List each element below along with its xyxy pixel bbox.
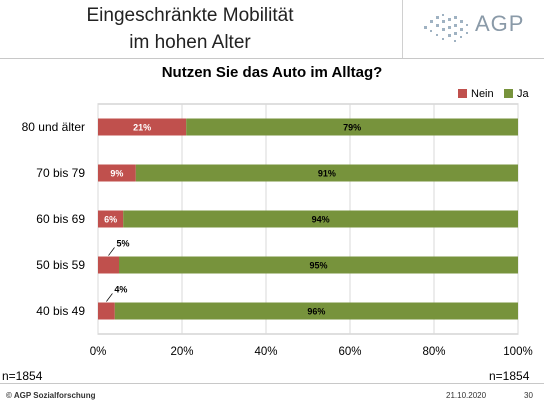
category-label: 70 bis 79 [36,166,85,180]
data-label: 5% [117,239,130,249]
footer-source: © AGP Sozialforschung [6,391,96,400]
agp-logo-text: AGP [475,11,525,36]
slide-title-line2: im hohen Alter [129,32,251,53]
data-label-leader [106,293,113,302]
category-label: 60 bis 69 [36,212,85,226]
data-label: 6% [104,215,117,225]
data-label: 9% [110,169,123,179]
footer-page-number: 30 [524,391,533,400]
category-label: 50 bis 59 [36,258,85,272]
x-tick-label: 100% [503,346,532,358]
data-label: 94% [312,215,330,225]
header-divider [402,0,403,58]
header-rule [0,58,544,59]
legend-swatch-nein [458,89,467,98]
x-tick-label: 0% [90,346,107,358]
chart-title: Nutzen Sie das Auto im Alltag? [161,64,383,81]
bar-ja [135,164,519,182]
x-tick-label: 60% [338,346,361,358]
x-tick-label: 80% [422,346,445,358]
bar-nein [98,302,115,320]
legend-label-ja: Ja [517,88,529,100]
data-label: 4% [114,285,127,295]
legend-item-ja: Ja [504,88,529,100]
data-label: 79% [343,123,361,133]
bar-ja [123,210,518,228]
data-label: 91% [318,169,336,179]
bar-ja [119,256,518,274]
data-label: 96% [307,307,325,317]
sample-size-left: n=1854 [2,369,43,383]
data-label-leader [108,247,115,256]
category-label: 80 und älter [22,120,85,134]
legend-item-nein: Nein [458,88,494,100]
category-label: 40 bis 49 [36,304,85,318]
data-label: 95% [309,261,327,271]
legend-label-nein: Nein [471,88,494,100]
bar-nein [98,210,124,228]
data-label: 21% [133,123,151,133]
bar-ja [114,302,519,320]
bar-nein [98,118,187,136]
x-tick-label: 40% [254,346,277,358]
x-tick-label: 20% [170,346,193,358]
bar-ja [186,118,518,136]
legend-swatch-ja [504,89,513,98]
bar-nein [98,256,119,274]
footer-rule [0,383,544,384]
bar-nein [98,164,136,182]
slide-title: Eingeschränkte Mobilität im hohen Alter [0,2,380,56]
slide-title-line1: Eingeschränkte Mobilität [86,5,294,26]
sample-size-right: n=1854 [489,369,530,383]
footer-date: 21.10.2020 [446,391,487,400]
agp-logo-icon [424,14,468,42]
